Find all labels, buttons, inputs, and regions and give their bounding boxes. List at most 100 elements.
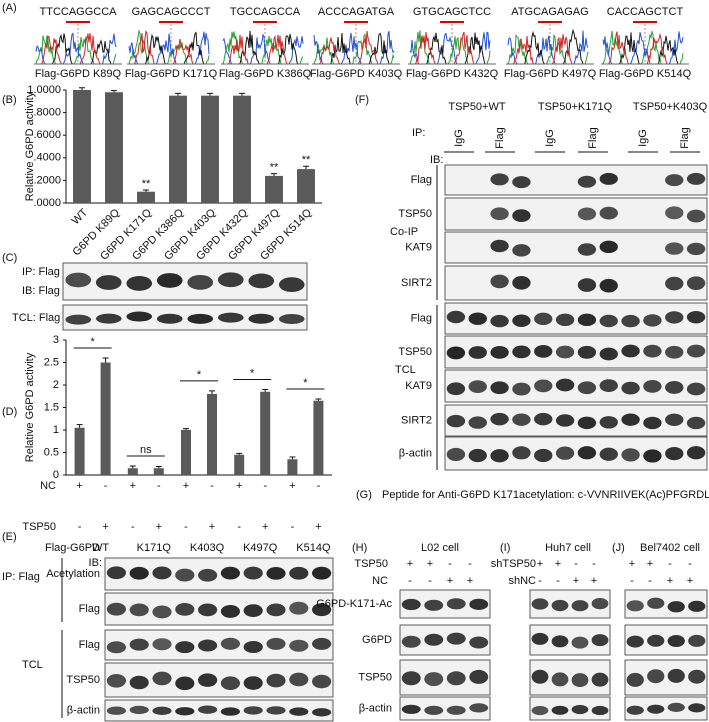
lane-label: Flag [679, 127, 691, 148]
blot-band [534, 448, 553, 463]
condition-mark: - [104, 480, 108, 492]
blot-band [621, 413, 640, 426]
blot-strip [444, 231, 708, 264]
blot-band [551, 705, 569, 715]
blot-band [551, 672, 569, 687]
construct-label: Flag-G6PD K497Q [504, 68, 597, 80]
error-bar [175, 92, 181, 96]
y-tick-label: 1.5 [44, 401, 59, 413]
blot-band [647, 634, 665, 647]
condition-mark: - [556, 575, 560, 587]
panel-label: (A) [2, 2, 17, 14]
blot-band [688, 703, 706, 713]
blot-band [512, 275, 531, 290]
sequence: TTCCAGGCCA [40, 6, 118, 18]
y-axis-label: Relative G6PD activity [24, 352, 36, 462]
condition-mark: + [236, 480, 242, 492]
condition-mark: + [647, 558, 653, 570]
condition-mark: - [448, 558, 452, 570]
blot-band [266, 673, 286, 688]
blot-band [643, 416, 662, 430]
blot-strip [444, 265, 708, 301]
blot-band [531, 669, 549, 684]
y-tick-label: .2000 [33, 174, 61, 186]
blot-band [490, 274, 509, 289]
ib-label: IB: [89, 557, 102, 569]
condition-mark: + [667, 575, 673, 587]
error-bar [239, 92, 245, 96]
condition-mark: - [317, 480, 321, 492]
condition-mark: - [630, 575, 634, 587]
construct-label: Flag-G6PD K89Q [35, 68, 122, 80]
y-tick-label: 1.0000 [27, 84, 61, 96]
blot-band [534, 379, 553, 393]
blot-band [129, 566, 149, 580]
blot-band [667, 634, 685, 647]
blot-band [95, 275, 122, 290]
blot-band [686, 242, 706, 256]
row-label: Flag [411, 312, 432, 324]
condition-mark: - [574, 558, 578, 570]
bar [234, 454, 245, 475]
blot-band [95, 313, 122, 324]
blot-band [490, 346, 509, 359]
condition-mark: - [291, 521, 295, 533]
blot-band [688, 669, 706, 684]
condition-mark: + [183, 480, 189, 492]
condition-mark: + [289, 480, 295, 492]
panel-label: (H) [352, 542, 367, 554]
panel-label: (F) [355, 94, 369, 106]
condition-mark: + [591, 575, 597, 587]
sequence: ATGCAGAGAG [511, 6, 588, 18]
condition-label: TSP50 [22, 521, 56, 533]
panel-title: Bel7402 cell [640, 542, 700, 554]
error-bar [262, 389, 269, 392]
panel-label: (E) [2, 531, 17, 543]
blot-band [446, 310, 466, 324]
blot-band [512, 244, 531, 257]
x-tick-label: K171Q [137, 542, 172, 554]
row-label: β-actin [67, 704, 100, 716]
blot-band [665, 206, 684, 220]
blot-band [152, 566, 172, 580]
blot-band [198, 603, 218, 617]
row-label: SIRT2 [401, 277, 432, 289]
bar [169, 95, 187, 203]
panel-title: Huh7 cell [545, 542, 591, 554]
bar [265, 175, 283, 203]
row-label: TSP50 [66, 674, 100, 686]
blot-band [248, 313, 275, 324]
condition-mark: + [407, 558, 413, 570]
group-label: TSP50+K403Q [633, 101, 708, 113]
blot-band [647, 704, 665, 714]
blot-band [312, 566, 332, 580]
blot-band [468, 448, 487, 463]
blot-band [469, 636, 489, 649]
construct-label: Flag-G6PD [45, 542, 100, 554]
blot-band [468, 346, 487, 359]
blot-band [686, 209, 706, 223]
row-label: SIRT2 [401, 414, 432, 426]
blot-strip [624, 696, 708, 721]
blot-band [555, 345, 575, 359]
blot-band [571, 704, 589, 715]
condition-mark: + [209, 521, 215, 533]
error-bar [236, 452, 243, 455]
blot-band [643, 379, 662, 393]
blot-band [175, 676, 195, 691]
blot-band [665, 242, 684, 255]
condition-mark: - [210, 480, 214, 492]
bar [260, 391, 271, 475]
blot-band [667, 668, 685, 683]
error-bar [155, 465, 162, 469]
row-label: Flag [411, 174, 432, 186]
condition-mark: - [428, 575, 432, 587]
blot-band [175, 602, 195, 616]
blot-band [665, 311, 684, 324]
condition-mark: - [237, 521, 241, 533]
blot-band [577, 243, 597, 256]
blot-band [531, 598, 549, 610]
row-label: TSP50 [398, 208, 432, 220]
sequence: GTGCAGCTCC [413, 6, 491, 18]
blot-band [551, 599, 569, 612]
